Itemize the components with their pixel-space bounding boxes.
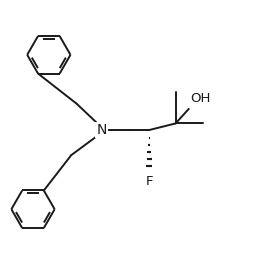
Text: F: F	[145, 176, 153, 188]
Text: OH: OH	[191, 92, 211, 106]
Text: N: N	[96, 123, 107, 137]
